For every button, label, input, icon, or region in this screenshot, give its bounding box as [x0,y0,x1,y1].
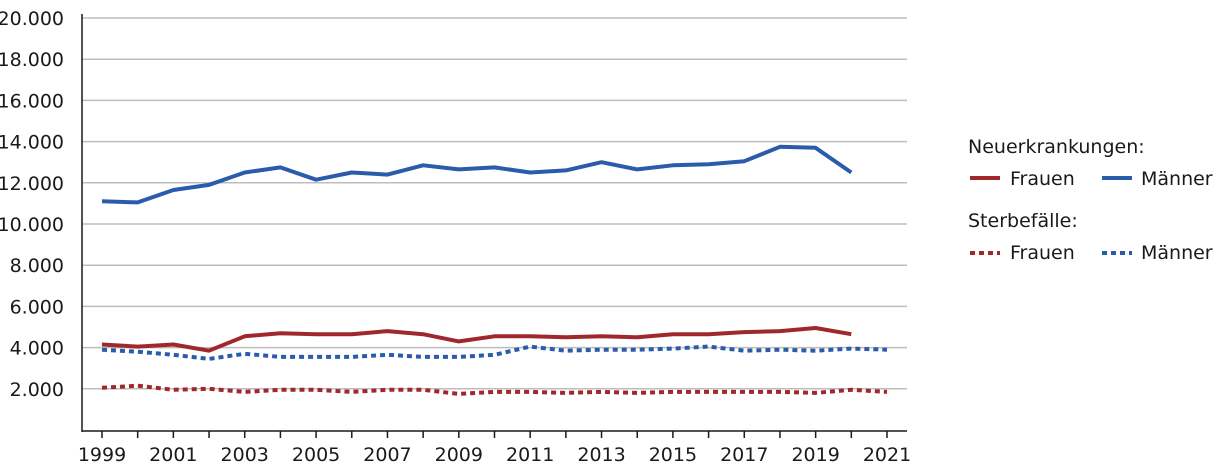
x-tick-label: 2011 [506,444,554,466]
x-tick-label: 2019 [791,444,839,466]
y-tick-label: 4.000 [10,338,64,360]
axes [81,14,907,438]
y-tick-label: 16.000 [0,90,64,112]
legend-title-sterbefaelle: Sterbefälle: [968,210,1078,232]
legend: Neuerkrankungen: Frauen Männer Sterbefäl… [968,136,1213,264]
y-tick-label: 6.000 [10,296,64,318]
x-tick-label: 2005 [292,444,340,466]
y-tick-label: 10.000 [0,214,64,236]
x-tick-label: 2017 [720,444,768,466]
x-axis-tick-labels: 1999 2001 2003 2005 2007 2009 2011 2013 2015 2017… [78,444,911,466]
y-tick-label: 18.000 [0,49,64,71]
legend-label-neuerkrankungen-frauen: Frauen [1010,168,1075,190]
legend-title-neuerkrankungen: Neuerkrankungen: [968,136,1145,158]
x-tick-label: 2003 [221,444,269,466]
series-lines [101,144,888,396]
legend-label-sterbefaelle-maenner: Männer [1141,242,1213,264]
legend-label-sterbefaelle-frauen: Frauen [1010,242,1075,264]
y-tick-label: 14.000 [0,132,64,154]
series-line-2 [101,144,853,205]
x-tick-label: 2009 [435,444,483,466]
x-tick-label: 2021 [863,444,911,466]
x-tick-label: 2013 [577,444,625,466]
y-tick-label: 8.000 [10,255,64,277]
x-tick-label: 2007 [363,444,411,466]
x-tick-label: 1999 [78,444,126,466]
series-line-1 [101,326,852,353]
y-tick-label: 12.000 [0,173,64,195]
series-line-3 [101,383,888,396]
gridlines [82,17,907,390]
legend-label-neuerkrankungen-maenner: Männer [1141,168,1213,190]
x-tick-label: 2001 [149,444,197,466]
y-tick-label: 20.000 [0,8,64,30]
y-tick-label: 2.000 [10,379,64,401]
y-axis-tick-labels: 2.000 4.000 6.000 8.000 10.000 12.000 14.000 16… [0,8,64,401]
x-tick-label: 2015 [649,444,697,466]
